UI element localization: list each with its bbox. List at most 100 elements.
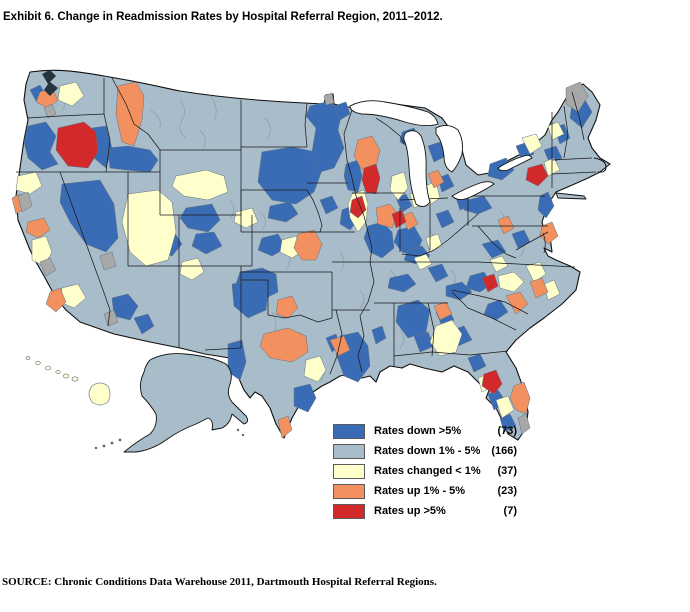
great-lakes-shape [435,125,463,173]
regions-rates-down-gt5-shape [537,191,555,219]
regions-rates-down-gt5-shape [371,325,387,345]
regions-rates-up-gt5-shape [349,195,367,219]
state-borders-shape [343,109,353,179]
hawaii-inset-shape [62,373,70,379]
regions-rates-down-gt5-shape [191,231,223,255]
hrr-borders-shape [359,289,365,309]
hrr-borders-shape [399,329,405,349]
state-borders-shape [451,291,517,331]
state-borders [16,77,597,375]
state-borders-shape [451,289,529,315]
regions-no-data-shape [17,191,33,213]
state-borders-shape [304,102,308,148]
regions-rates-up-1-5-shape [329,335,351,357]
hrr-borders-shape [229,199,235,219]
hawaii-inset-shape [88,382,111,406]
regions-rates-up-gt5-shape [55,121,99,169]
state-borders-shape [427,302,435,357]
state-borders-shape [542,232,546,254]
state-borders-shape [551,171,597,175]
regions-rates-changed-lt1-shape [179,257,205,281]
regions-rates-down-gt5-shape [499,413,517,433]
state-borders-shape [306,189,323,233]
aleutian-islands [94,428,245,450]
regions-rates-down-gt5-shape [463,195,493,215]
legend-count: (166) [491,445,517,457]
regions-rates-up-gt5 [55,121,549,395]
state-borders-shape [103,78,111,173]
aleutian-islands-shape [118,438,122,442]
state-borders-shape [551,157,593,161]
regions-rates-up-gt5-shape [361,163,381,195]
regions-rates-down-gt5-shape [395,193,413,213]
legend-swatch-rates-up-1-5 [333,483,365,499]
state-borders-shape [515,231,549,251]
regions-rates-changed-lt1-shape [497,271,525,293]
legend-item-rates-up-1-5: Rates up 1% - 5% (23) [333,481,517,501]
long-island [555,192,587,200]
regions-rates-up-1-5-shape [275,295,299,319]
legend-swatch-rates-changed-lt1 [333,463,365,479]
regions-no-data-shape [565,81,589,113]
regions-rates-changed-lt1-shape [429,319,463,357]
hrr-borders-shape [179,99,187,139]
state-borders-shape [571,91,585,141]
legend-item-rates-changed-lt1: Rates changed < 1% (37) [333,461,517,481]
regions-rates-down-gt5-shape [293,383,317,413]
regions-rates-up-1-5-shape [259,327,309,363]
aleutian-islands-shape [110,441,114,445]
state-borders-shape [357,261,375,373]
hrr-borders-shape [149,109,161,129]
hawaii-inset-shape [45,365,51,371]
aleutian-islands-shape [94,446,98,450]
regions-rates-up-1-5-shape [25,217,51,239]
alaska-inset [123,353,249,453]
legend-item-rates-down-gt5: Rates down >5% (73) [333,421,517,441]
great-lakes-shape [349,100,439,127]
regions-rates-down-gt5-shape [435,209,455,229]
regions-rates-down-gt5-shape [427,263,449,283]
state-borders-shape [27,113,105,119]
regions-rates-up-1-5-shape [497,215,515,235]
regions-rates-changed-lt1-shape [525,261,547,283]
hawaii-inset [25,356,111,406]
regions-rates-up-1-5-shape [427,169,445,189]
puget-sound-detail [42,70,58,96]
legend-count: (23) [497,485,517,497]
great-lakes [349,100,533,207]
legend-count: (37) [497,465,517,477]
cape-cod-detail [593,157,607,173]
regions-rates-down-gt5-shape [179,203,221,233]
regions-rates-up-gt5-shape [391,209,407,229]
legend-item-rates-up-gt5: Rates up >5% (7) [333,501,517,521]
hrr-borders-shape [199,129,206,151]
state-borders-shape [477,225,517,259]
regions-no-data-shape [43,103,57,119]
regions-no-data-shape [103,309,119,327]
regions-rates-changed-lt1-shape [495,395,515,419]
hrr-borders-shape [209,94,217,122]
regions-rates-changed-lt1-shape [121,189,177,267]
regions-rates-up-1-5-shape [505,291,529,315]
regions-rates-up-gt5-shape [481,273,499,293]
regions-rates-changed-lt1-shape [303,355,327,383]
regions-rates-down-gt5-shape [133,313,155,335]
regions-rates-changed-lt1-shape [171,169,229,201]
regions-rates-changed-lt1-shape [543,279,561,301]
legend-label: Rates down 1% - 5% [374,445,481,457]
map-legend: Rates down >5% (73) Rates down 1% - 5% (… [333,421,517,521]
regions-rates-down-gt5-shape [333,101,351,121]
regions-no-data-shape [39,257,57,277]
regions-no-data-shape [323,92,335,106]
regions-rates-down-gt5-shape [467,353,487,373]
regions-rates-up-1-5-shape [277,415,293,439]
hawaii-inset-shape [35,361,41,365]
source-note: SOURCE: Chronic Conditions Data Warehous… [2,576,437,588]
regions-rates-up-1-5-shape [529,277,549,299]
state-borders-shape [329,309,343,375]
great-lakes-shape [451,181,495,201]
state-borders-shape [401,213,479,257]
regions-rates-changed-lt1-shape [57,81,85,107]
regions-rates-up-gt5-shape [481,369,503,395]
